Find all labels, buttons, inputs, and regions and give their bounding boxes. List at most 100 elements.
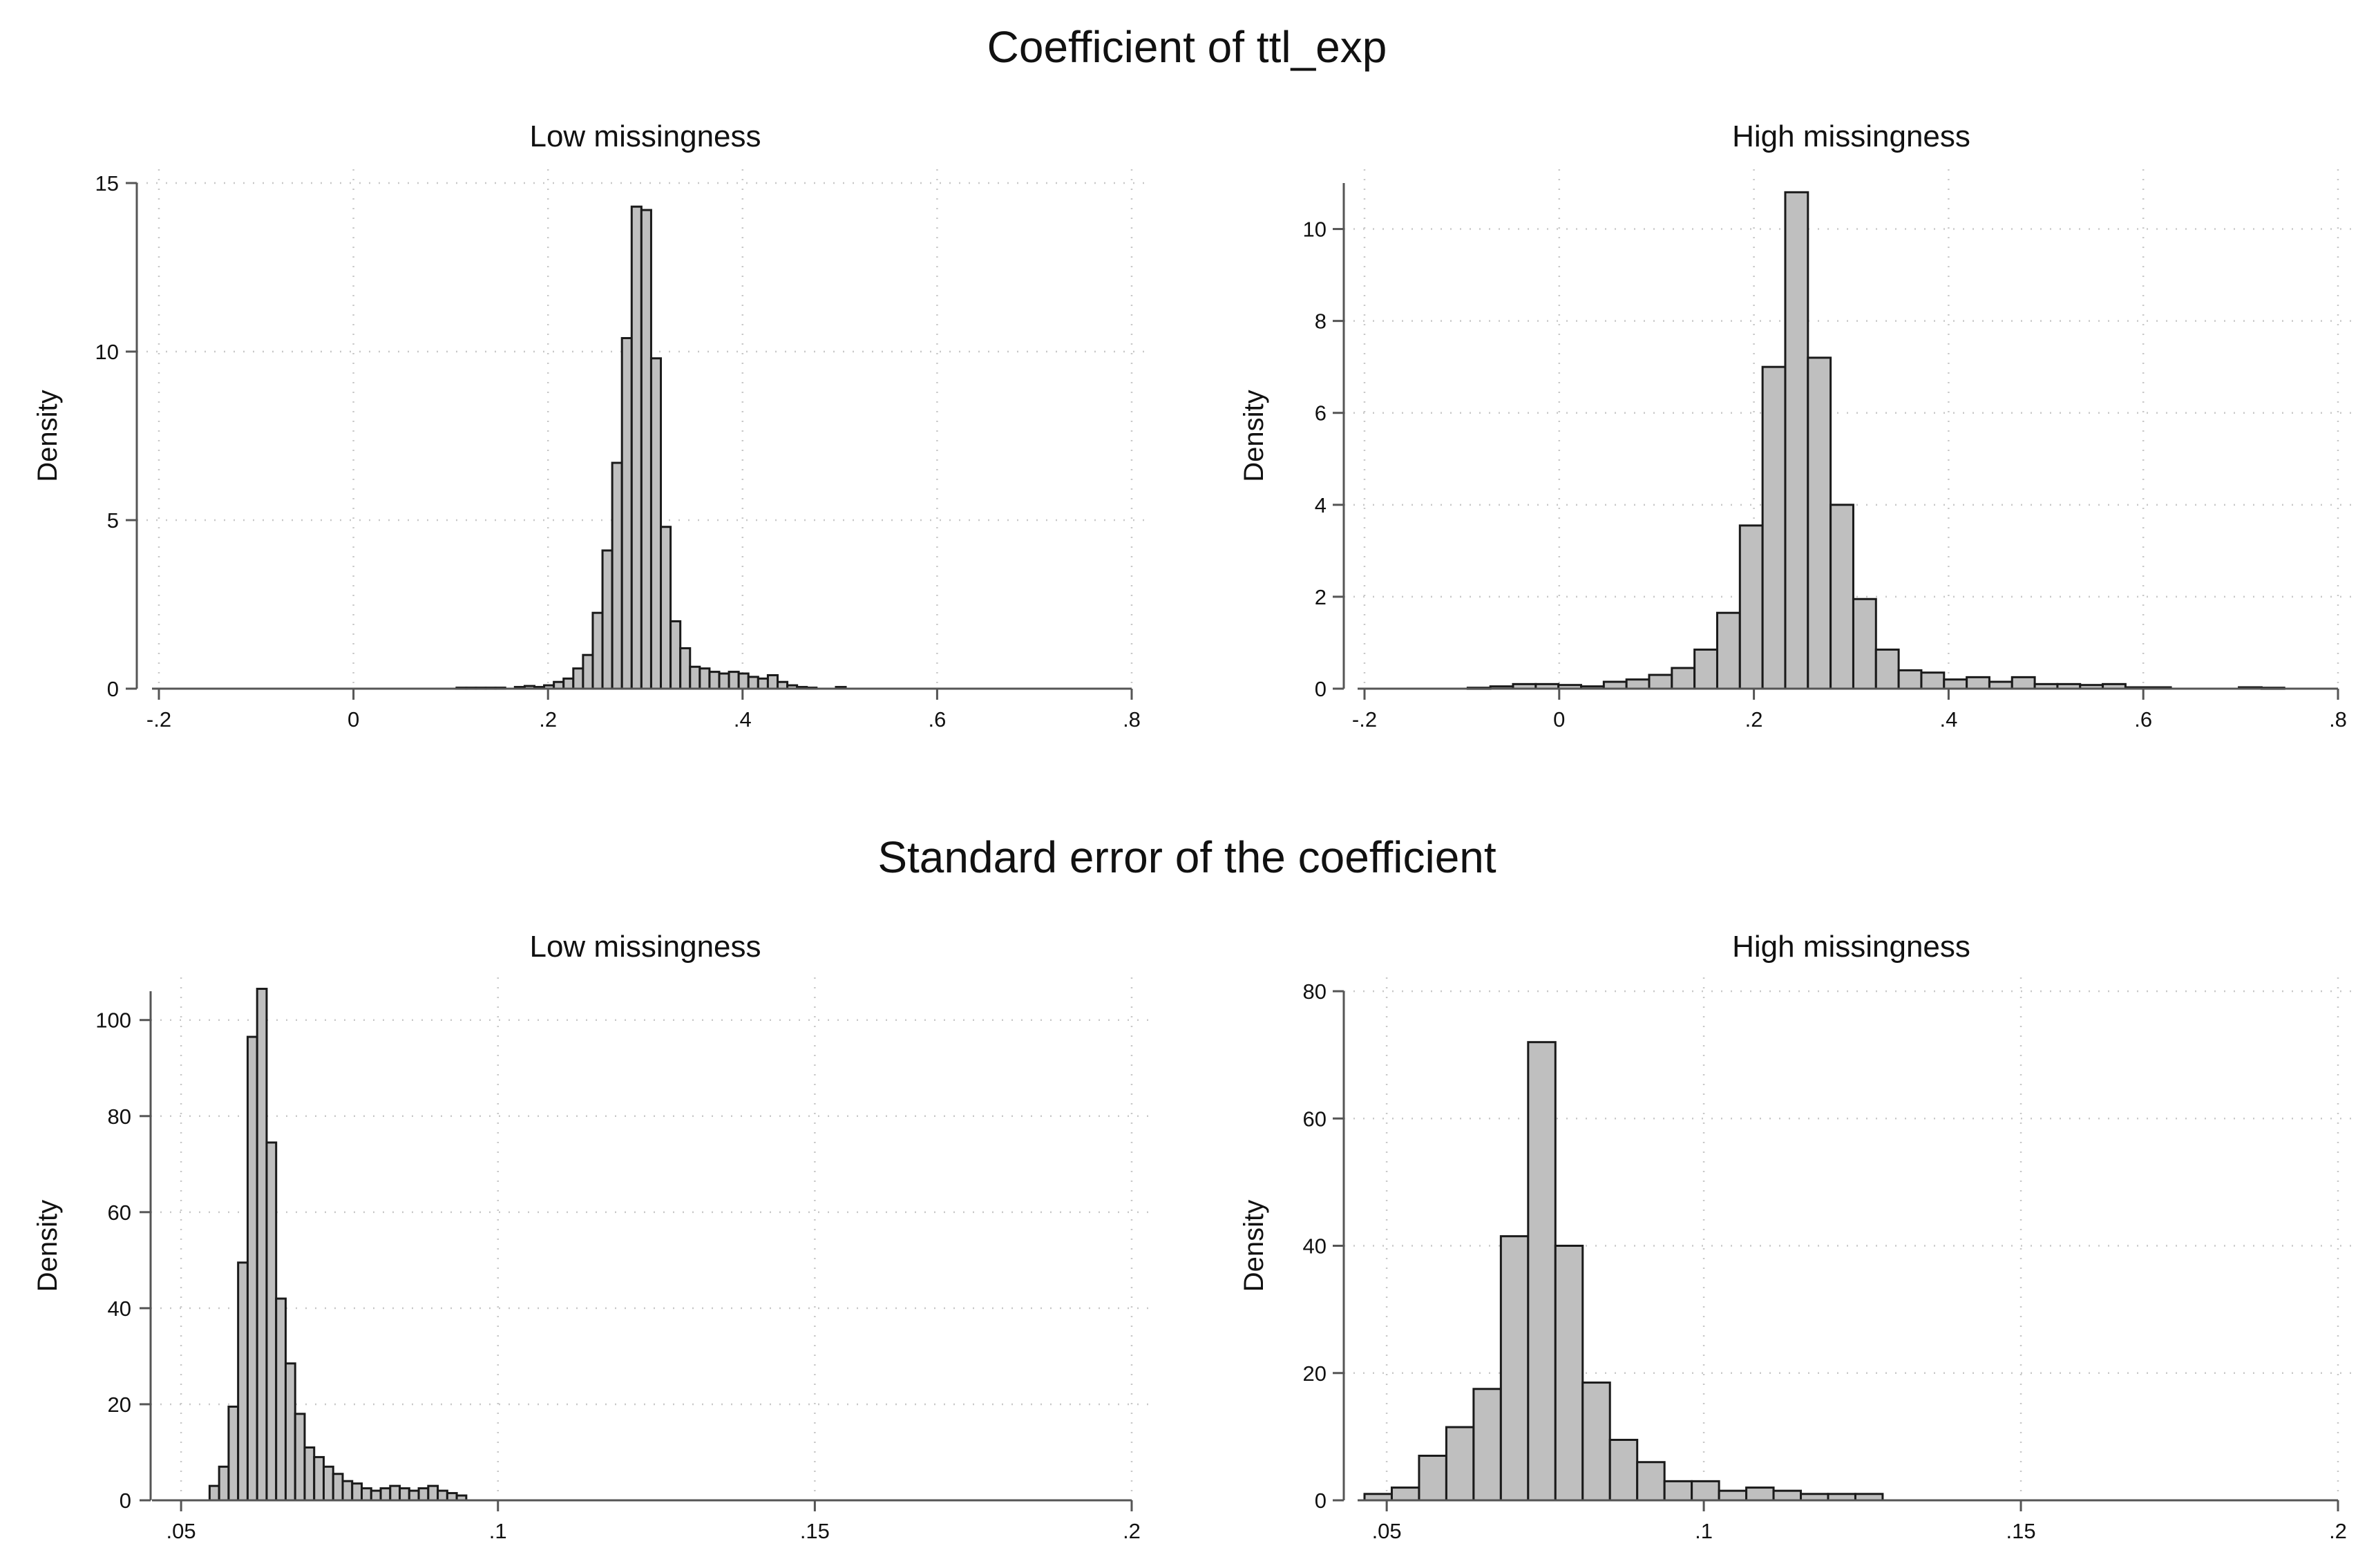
histogram-bar bbox=[227, 1405, 240, 1502]
histogram-bar bbox=[1943, 678, 1968, 690]
histogram-bar bbox=[408, 1489, 420, 1502]
histogram-panel-1: Low missingness 0 5 10 15 -.2 0 .2 .4 .6 .8 Density bbox=[32, 119, 1152, 732]
y-tick-label: 2 bbox=[1315, 585, 1327, 609]
histogram-bar bbox=[562, 677, 575, 690]
y-tick-label: 80 bbox=[108, 1105, 131, 1129]
x-tick-label: -.2 bbox=[146, 707, 171, 732]
histogram-bar bbox=[718, 672, 730, 690]
x-tick-label: .8 bbox=[1123, 707, 1141, 732]
histogram-bar bbox=[572, 667, 584, 690]
y-tick-label: 60 bbox=[1303, 1107, 1327, 1131]
histogram-bar bbox=[1829, 504, 1854, 690]
histogram-bar bbox=[630, 205, 643, 690]
histogram-bar bbox=[1671, 667, 1696, 690]
histogram-bar bbox=[1691, 1480, 1720, 1502]
histogram-bar bbox=[757, 677, 769, 690]
histogram-bar bbox=[1718, 1489, 1748, 1502]
y-tick-label: 0 bbox=[1315, 677, 1327, 701]
y-tick-label: 40 bbox=[108, 1297, 131, 1321]
histogram-bar bbox=[361, 1487, 372, 1502]
y-tick-label: 4 bbox=[1315, 493, 1327, 517]
histogram-bar bbox=[1445, 1426, 1475, 1502]
y-tick-label: 80 bbox=[1303, 979, 1327, 1004]
histogram-bar bbox=[1527, 1041, 1557, 1502]
histogram-panel-2: High missingness 0 2 4 6 8 10 -.2 0 .2 .4 .6 .8 Densi… bbox=[1239, 119, 2359, 732]
histogram-bar bbox=[698, 667, 711, 690]
histogram-bar bbox=[582, 653, 594, 690]
histogram-bar bbox=[1738, 524, 1764, 690]
histogram-bar bbox=[669, 620, 682, 690]
histogram-bar bbox=[1920, 671, 1946, 690]
histogram-bar bbox=[427, 1484, 439, 1502]
histogram-bar bbox=[1897, 669, 1923, 690]
histogram-bar bbox=[265, 1141, 278, 1502]
histogram-bar bbox=[1648, 673, 1673, 690]
chart-panels: Low missingness 0 5 10 15 -.2 0 .2 .4 .6 .8 Density… bbox=[32, 119, 2359, 1543]
row-title-coefficient: Coefficient of ttl_exp bbox=[987, 22, 1387, 72]
histogram-bar bbox=[591, 611, 604, 690]
x-tick-label: .2 bbox=[1745, 707, 1763, 732]
y-tick-label: 100 bbox=[95, 1008, 131, 1033]
x-tick-label: .1 bbox=[1695, 1519, 1713, 1543]
x-tick-label: .6 bbox=[928, 707, 946, 732]
y-tick-label: 8 bbox=[1315, 309, 1327, 334]
histogram-bar bbox=[1693, 648, 1718, 690]
histogram-bar bbox=[1608, 1438, 1639, 1502]
histogram-bar bbox=[1554, 1245, 1584, 1502]
histogram-bar bbox=[446, 1492, 458, 1502]
histogram-bar bbox=[689, 665, 701, 690]
x-tick-label: 0 bbox=[1553, 707, 1565, 732]
x-tick-label: .05 bbox=[167, 1519, 196, 1543]
y-tick-label: 40 bbox=[1303, 1234, 1327, 1259]
x-tick-label: .2 bbox=[1123, 1519, 1141, 1543]
x-tick-label: .4 bbox=[1939, 707, 1957, 732]
y-tick-label: 0 bbox=[107, 677, 119, 701]
y-tick-label: 0 bbox=[1315, 1489, 1327, 1513]
histogram-bar bbox=[399, 1487, 410, 1502]
histogram-bar bbox=[1874, 648, 1900, 690]
histogram-bar bbox=[660, 526, 672, 690]
histogram-bar bbox=[620, 336, 633, 690]
y-tick-label: 20 bbox=[1303, 1361, 1327, 1386]
panel-title: Low missingness bbox=[529, 930, 761, 964]
histogram-bar bbox=[303, 1446, 316, 1502]
y-tick-label: 5 bbox=[107, 508, 119, 533]
histogram-bar bbox=[1784, 191, 1809, 690]
histogram-bar bbox=[1772, 1489, 1803, 1502]
histogram-bar bbox=[218, 1465, 230, 1502]
histogram-bar bbox=[1418, 1455, 1447, 1502]
y-axis-label: Density bbox=[32, 390, 63, 481]
x-tick-label: .4 bbox=[734, 707, 752, 732]
histogram-bar bbox=[708, 671, 721, 690]
histogram-bar bbox=[1761, 365, 1787, 690]
histogram-bar bbox=[601, 549, 614, 690]
histogram-bar bbox=[1715, 611, 1741, 690]
histogram-bar bbox=[640, 209, 652, 690]
histogram-bar bbox=[341, 1480, 354, 1502]
x-tick-label: .2 bbox=[539, 707, 557, 732]
histogram-bar bbox=[237, 1261, 249, 1502]
histogram-bar bbox=[737, 672, 750, 690]
histogram-bar bbox=[417, 1487, 430, 1502]
histogram-bar bbox=[208, 1484, 220, 1502]
histogram-bar bbox=[256, 988, 268, 1502]
x-tick-label: .6 bbox=[2134, 707, 2152, 732]
y-tick-label: 6 bbox=[1315, 401, 1327, 426]
histogram-bar bbox=[275, 1297, 287, 1502]
histogram-bar bbox=[2010, 676, 2036, 690]
x-tick-label: .05 bbox=[1372, 1519, 1402, 1543]
x-tick-label: .1 bbox=[489, 1519, 507, 1543]
histogram-bar bbox=[246, 1035, 258, 1502]
panel-title: Low missingness bbox=[529, 119, 761, 153]
histogram-panel-3: Low missingness 0 20 40 60 80 100 .05 .1 .15 .2 Den… bbox=[32, 930, 1152, 1543]
histogram-bar bbox=[1581, 1381, 1611, 1502]
x-tick-label: .15 bbox=[800, 1519, 830, 1543]
histogram-bar bbox=[1499, 1235, 1530, 1502]
histogram-bar bbox=[322, 1465, 334, 1502]
histogram-bar bbox=[1390, 1486, 1420, 1502]
histogram-bar bbox=[1625, 678, 1651, 690]
histogram-bar bbox=[379, 1487, 392, 1502]
y-tick-label: 0 bbox=[120, 1489, 131, 1513]
